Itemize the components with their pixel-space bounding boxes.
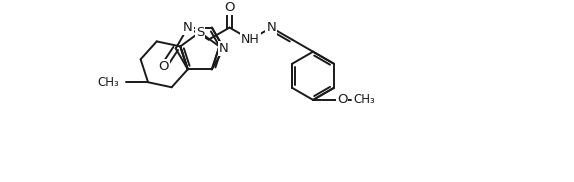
Text: N: N xyxy=(219,42,229,55)
Text: O: O xyxy=(337,93,347,106)
Text: O: O xyxy=(224,1,235,14)
Text: S: S xyxy=(196,26,204,39)
Text: N: N xyxy=(183,21,193,34)
Text: O: O xyxy=(158,60,169,73)
Text: CH₃: CH₃ xyxy=(354,93,375,106)
Text: CH₃: CH₃ xyxy=(97,76,119,89)
Text: N: N xyxy=(266,21,276,34)
Text: NH: NH xyxy=(241,33,260,46)
